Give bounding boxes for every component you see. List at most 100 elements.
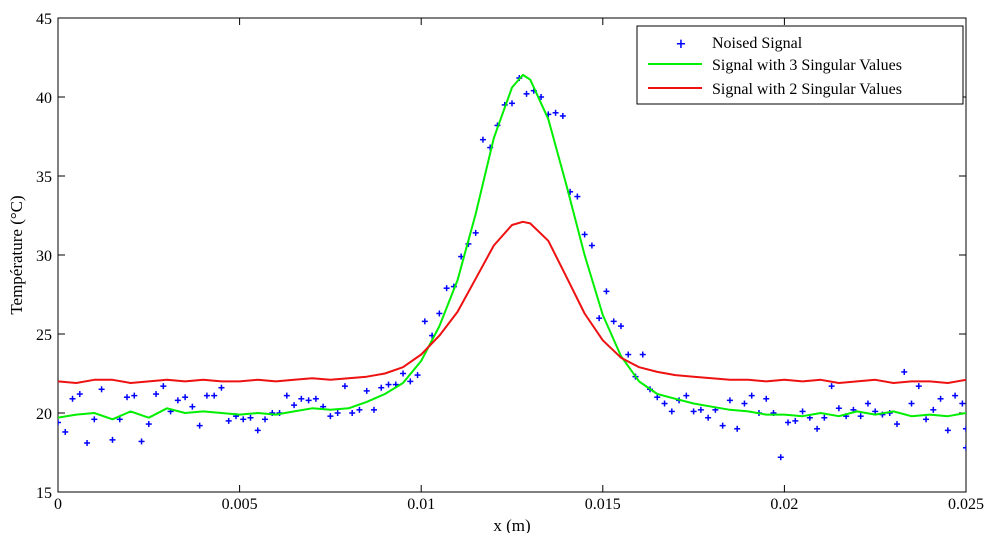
- noised-signal-point: [785, 419, 792, 426]
- noised-signal-point: [334, 410, 341, 416]
- noised-signal-point: [479, 136, 486, 143]
- noised-signal-point: [734, 425, 741, 432]
- noised-signal-point: [153, 391, 160, 398]
- noised-signal-point: [690, 408, 697, 415]
- noised-signal-point: [835, 405, 842, 412]
- noised-signal-point: [857, 413, 864, 420]
- noised-signal-point: [312, 395, 319, 402]
- noised-signal-point: [603, 288, 610, 295]
- noised-signal-point: [407, 378, 414, 385]
- noised-signal-point: [719, 422, 726, 429]
- noised-signal-point: [240, 416, 247, 423]
- noised-signal-point: [349, 410, 356, 416]
- noised-signal-point: [218, 384, 225, 391]
- noised-signal-point: [726, 397, 733, 404]
- noised-signal-point: [952, 392, 959, 399]
- noised-signal-point: [131, 392, 138, 399]
- noised-signal-point: [523, 90, 530, 97]
- noised-signal-point: [963, 444, 966, 451]
- noised-signal-point: [400, 370, 407, 377]
- noised-signal-point: [98, 386, 105, 393]
- noised-signal-point: [923, 416, 930, 423]
- series-line-2: [58, 220, 966, 384]
- y-tick-label: 30: [36, 248, 52, 265]
- noised-signal-point: [588, 242, 595, 249]
- noised-signal-point: [203, 392, 210, 399]
- noised-signal-point: [124, 394, 131, 401]
- noised-signal-point: [893, 421, 900, 428]
- noised-signal-point: [109, 436, 116, 443]
- noised-signal-point: [189, 403, 196, 410]
- y-tick-label: 35: [36, 169, 52, 186]
- noised-signal-point: [654, 394, 661, 401]
- noised-signal-point: [792, 417, 799, 424]
- ticks-layer: 0 0.005 0.01 0.015 0.02 0.025 15 20 25 30 35 40 45: [36, 11, 984, 513]
- x-tick-label: 0.01: [407, 496, 435, 513]
- legend-label-3-singular-values: Signal with 3 Singular Values: [712, 57, 902, 74]
- noised-signal-point: [443, 285, 450, 292]
- noised-signal-point: [291, 402, 298, 409]
- noised-signal-point: [661, 400, 668, 407]
- noised-signal-point: [915, 383, 922, 390]
- noised-signal-point: [472, 229, 479, 236]
- noised-signal-point: [959, 400, 966, 407]
- noised-signal-point: [763, 395, 770, 402]
- noised-signal-point: [864, 400, 871, 407]
- noised-signal-point: [908, 400, 915, 407]
- y-tick-label: 40: [36, 90, 52, 107]
- noised-signal-point: [937, 395, 944, 402]
- noised-signal-point: [872, 408, 879, 415]
- x-tick-label: 0.02: [770, 496, 798, 513]
- noised-signal-point: [748, 392, 755, 399]
- noised-signal-point: [174, 397, 181, 404]
- noised-signal-point: [196, 422, 203, 429]
- noised-signal-point: [639, 351, 646, 358]
- noised-signal-point: [69, 395, 76, 402]
- noised-signal-point: [574, 193, 581, 200]
- noised-signal-point: [76, 391, 83, 398]
- noised-signal-point: [421, 318, 428, 325]
- noised-signal-point: [617, 323, 624, 330]
- noised-signal-point: [182, 394, 189, 401]
- legend-marker-noised-signal: +: [676, 37, 687, 52]
- noised-signal-point: [247, 414, 254, 421]
- noised-signal-point: [552, 109, 559, 116]
- noised-signal-point: [821, 414, 828, 421]
- noised-signal-point: [211, 392, 218, 399]
- noised-signal-point: [610, 318, 617, 325]
- noised-signal-point: [378, 384, 385, 391]
- noised-signal-point: [225, 417, 232, 424]
- noised-signal-point: [160, 383, 167, 390]
- series-line-1: [58, 73, 966, 421]
- noised-signal-point: [581, 231, 588, 238]
- noised-signal-point: [944, 427, 951, 434]
- noised-signal-point: [62, 428, 69, 435]
- noised-signal-point: [298, 395, 305, 402]
- y-tick-label: 15: [36, 485, 52, 502]
- noised-signal-point: [283, 392, 290, 399]
- noised-signal-point: [741, 400, 748, 407]
- noised-signal-point: [509, 100, 515, 107]
- y-tick-label: 45: [36, 11, 52, 28]
- noised-signal-point: [254, 427, 261, 434]
- noised-signal-point: [145, 421, 152, 428]
- noised-signal-point: [777, 454, 784, 461]
- y-tick-label: 20: [36, 406, 52, 423]
- x-tick-label: 0.005: [222, 496, 258, 513]
- noised-signal-point: [385, 381, 392, 388]
- noised-signal-point: [341, 383, 348, 390]
- noised-signal-point: [305, 397, 312, 404]
- noised-signal-point: [363, 387, 370, 394]
- noised-signal-point: [58, 419, 61, 426]
- noised-signal-point: [625, 351, 632, 358]
- noised-signal-point: [799, 408, 806, 415]
- noised-signal-point: [559, 112, 566, 119]
- x-axis-label: x (m): [493, 516, 530, 533]
- legend: + Noised Signal Signal with 3 Singular V…: [636, 25, 964, 105]
- noised-signal-point: [668, 408, 675, 415]
- noised-signal-point: [356, 406, 363, 413]
- noised-signal-point: [327, 413, 334, 420]
- noised-signal-point: [930, 406, 937, 413]
- noised-signal-point: [828, 383, 835, 390]
